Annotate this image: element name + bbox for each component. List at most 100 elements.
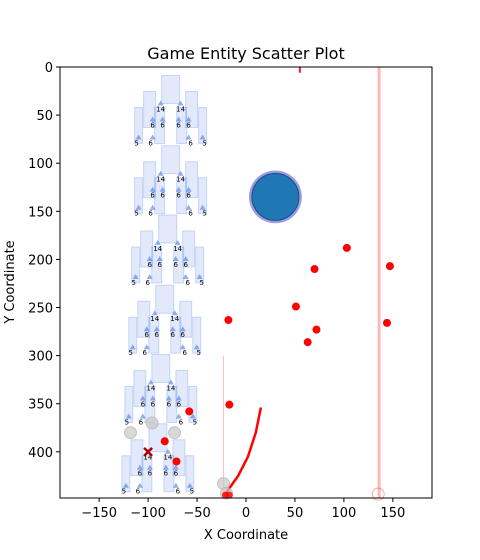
plot-area: 14 146 6 6 65 6 6 514 146 6 6 65 6 6 514 146 6 6 65 6 6 514 14… [121, 67, 394, 501]
pyramid-marker [153, 326, 160, 332]
pyramid-marker [146, 255, 153, 261]
pyramid-label: 6 [157, 261, 162, 269]
pyramid-label: 5 [202, 139, 206, 147]
pyramid-label: 6 [167, 400, 172, 408]
pyramid-label: 6 [139, 418, 144, 426]
pyramid-label: 6 [164, 470, 169, 478]
pyramid-marker [179, 344, 186, 350]
pyramid-marker [125, 413, 132, 419]
y-tick-label: 50 [36, 109, 53, 124]
pyramid-label: 6 [174, 470, 179, 478]
pyramid-label: 5 [190, 488, 194, 496]
pyramid-marker [186, 482, 193, 488]
y-axis-label: Y Coordinate [3, 240, 18, 324]
pyramid-label: 6 [186, 121, 191, 129]
pyramid-marker [172, 482, 179, 488]
pyramid-label: 6 [150, 192, 155, 200]
y-tick-label: 150 [28, 205, 53, 220]
x-tick-label: −50 [183, 506, 210, 521]
pyramid-label: 14 [153, 245, 162, 253]
pyramid-marker [177, 170, 184, 176]
pyramid-marker [185, 116, 192, 122]
pyramid-marker [167, 379, 174, 385]
enemy-point [291, 302, 300, 311]
pyramid-label: 6 [185, 279, 190, 287]
pyramid-marker [175, 395, 182, 401]
pyramid-block [121, 455, 131, 493]
pyramid-label: 6 [145, 279, 150, 287]
y-tick-label: 300 [28, 350, 53, 365]
pyramid-marker [136, 482, 143, 488]
pyramid-marker [179, 326, 186, 332]
pyramid-block [155, 284, 175, 314]
x-tick-label: 100 [331, 506, 356, 521]
x-axis: −150 −100 −50 0 50 100 150 [81, 498, 405, 521]
pyramid-marker [174, 239, 181, 245]
pyramid-block [173, 246, 185, 284]
pyramid-marker [156, 255, 163, 261]
pyramid-block [151, 353, 171, 383]
pyramid-marker [146, 464, 153, 470]
pyramid-label: 5 [193, 418, 197, 426]
pyramid-label: 6 [145, 331, 150, 339]
pyramid-marker [172, 255, 179, 261]
pyramid-formation: 14 146 6 6 65 6 6 5 [124, 353, 198, 426]
y-tick-label: 400 [28, 446, 53, 461]
pyramid-block [134, 177, 144, 215]
pyramid-label: 6 [173, 261, 178, 269]
pyramid-marker [172, 464, 179, 470]
pyramid-marker [182, 273, 189, 279]
pyramid-block [195, 246, 205, 284]
pyramid-block [148, 316, 160, 354]
x-tick-label: 0 [242, 506, 250, 521]
enemy-point [160, 437, 169, 446]
enemy-point [312, 325, 321, 334]
pyramid-label: 5 [134, 210, 138, 218]
pyramid-marker [199, 134, 206, 140]
pyramid-label: 5 [131, 279, 135, 287]
pyramid-label: 14 [146, 384, 155, 392]
y-tick-label: 250 [28, 302, 53, 317]
pyramid-label: 5 [122, 488, 126, 496]
pyramid-marker [149, 204, 156, 210]
pyramid-marker [175, 413, 182, 419]
enemy-point [225, 400, 234, 409]
pyramid-marker [149, 116, 156, 122]
pyramid-marker [159, 186, 166, 192]
axes-frame [59, 66, 433, 499]
pyramid-marker [182, 255, 189, 261]
pyramid-marker [196, 273, 203, 279]
enemy-point [185, 407, 194, 416]
pyramid-marker [129, 344, 136, 350]
trail-dot [225, 491, 233, 499]
pyramid-label: 6 [141, 400, 146, 408]
pyramid-label: 6 [143, 349, 148, 357]
pyramid-label: 14 [170, 315, 179, 323]
pyramid-block [124, 385, 134, 423]
pyramid-label: 14 [166, 384, 175, 392]
x-axis-label: X Coordinate [204, 528, 288, 543]
pyramid-block [151, 246, 163, 284]
pyramid-label: 6 [148, 139, 153, 147]
pyramid-block [161, 145, 181, 175]
pyramid-block [154, 177, 166, 215]
pyramid-block [154, 106, 166, 144]
player-marker [251, 172, 300, 221]
y-tick-label: 200 [28, 253, 53, 268]
pyramid-marker [122, 482, 129, 488]
pyramid-marker [147, 379, 154, 385]
pyramid-label: 6 [183, 261, 188, 269]
pyramid-formation: 14 146 6 6 65 6 6 5 [134, 145, 208, 218]
x-tick-label: −100 [130, 506, 166, 521]
pyramid-label: 5 [199, 279, 203, 287]
pyramid-formation: 14 146 6 6 65 6 6 5 [131, 214, 205, 287]
pyramid-marker [132, 273, 139, 279]
pyramid-block [131, 246, 141, 284]
pyramid-label: 6 [160, 121, 165, 129]
y-tick-label: 0 [45, 61, 53, 76]
pyramid-label: 6 [155, 331, 160, 339]
pyramid-label: 6 [176, 192, 181, 200]
ghost-point [168, 426, 182, 440]
pyramid-marker [165, 395, 172, 401]
